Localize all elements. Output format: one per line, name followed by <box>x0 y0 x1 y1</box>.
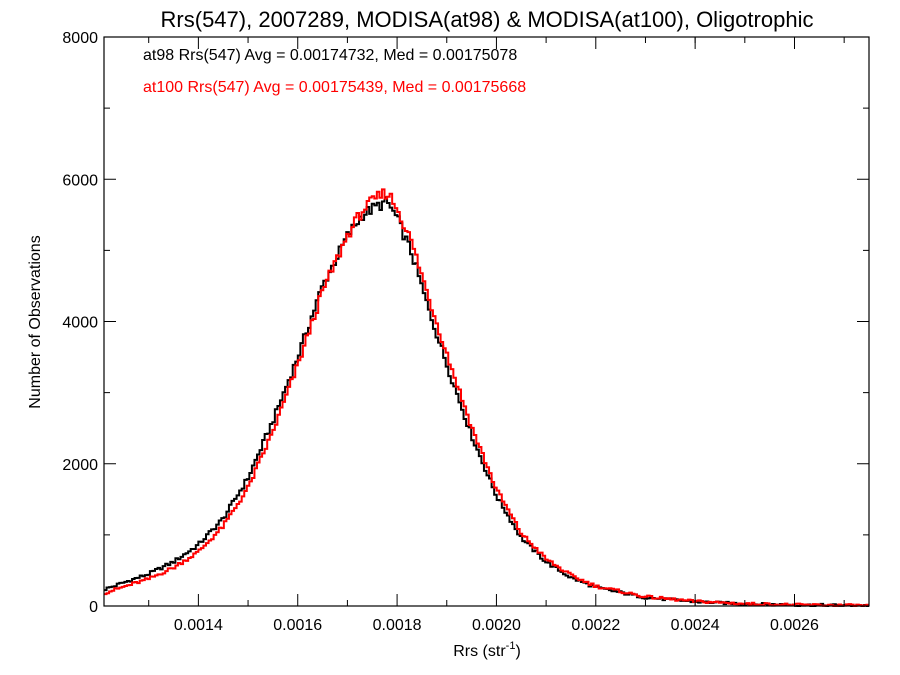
x-axis-label-close: ) <box>515 643 520 660</box>
x-tick-label: 0.0024 <box>671 617 720 634</box>
x-tick-label: 0.0020 <box>472 617 521 634</box>
x-tick-label: 0.0018 <box>373 617 422 634</box>
x-axis-label: Rrs (str-1) <box>453 640 521 660</box>
y-tick-label: 0 <box>89 599 98 616</box>
x-tick-label: 0.0026 <box>770 617 819 634</box>
chart-title: Rrs(547), 2007289, MODISA(at98) & MODISA… <box>161 7 814 32</box>
y-tick-label: 6000 <box>62 172 98 189</box>
annotation-at100: at100 Rrs(547) Avg = 0.00175439, Med = 0… <box>143 79 526 96</box>
x-tick-label: 0.0022 <box>571 617 620 634</box>
x-tick-label: 0.0014 <box>174 617 223 634</box>
plot-frame <box>103 36 870 607</box>
axis-layer: 0.0014 0.0016 0.0018 0.0020 0.0022 0.0024 0.00… <box>62 30 869 634</box>
x-tick-label: 0.0016 <box>273 617 322 634</box>
series-line-0 <box>104 196 869 607</box>
y-axis-label: Number of Observations <box>27 235 44 408</box>
y-tick-label: 2000 <box>62 457 98 474</box>
series-line-1 <box>104 188 869 607</box>
x-axis-label-main: Rrs (str <box>453 643 506 660</box>
series-layer <box>104 188 869 607</box>
annotation-at98: at98 Rrs(547) Avg = 0.00174732, Med = 0.… <box>143 47 517 64</box>
x-axis-label-exponent: -1 <box>506 640 516 652</box>
y-tick-label: 4000 <box>62 315 98 332</box>
y-tick-label: 8000 <box>62 30 98 47</box>
